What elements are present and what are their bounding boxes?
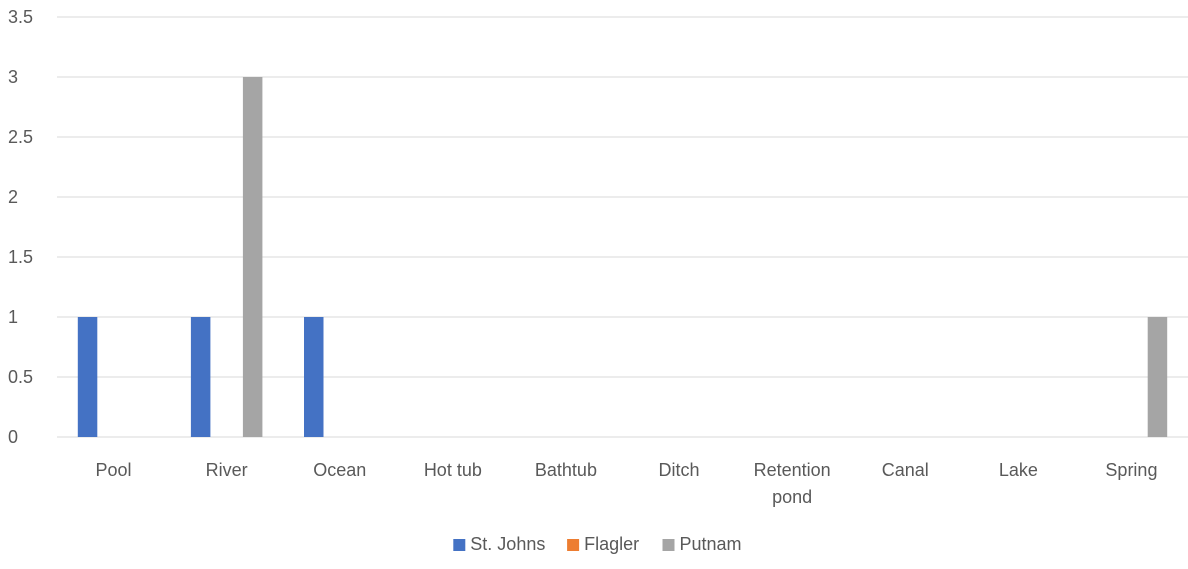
legend-item-putnam: Putnam (662, 534, 742, 554)
x-category-label: Ocean (313, 460, 366, 480)
x-axis-category-labels: Pool River Ocean Hot tub Bathtub Ditch Retenti… (96, 460, 1158, 507)
bar-putnam-river (242, 77, 263, 437)
y-axis-tick-labels: 0 0.5 1 1.5 2 2.5 3 3.5 (8, 7, 33, 447)
x-category-label: Spring (1105, 460, 1157, 480)
legend: St. Johns Flagler Putnam (453, 534, 742, 554)
x-category-label: Pool (96, 460, 132, 480)
x-category-label: River (206, 460, 248, 480)
x-category-label: Canal (882, 460, 929, 480)
legend-swatch (567, 539, 580, 551)
y-tick-label: 1.5 (8, 247, 33, 267)
legend-label: Flagler (584, 534, 639, 554)
bar-putnam-spring (1147, 317, 1168, 437)
y-tick-label: 2 (8, 187, 18, 207)
y-tick-label: 0.5 (8, 367, 33, 387)
x-category-label: Ditch (659, 460, 700, 480)
y-tick-label: 3 (8, 67, 18, 87)
legend-item-flagler: Flagler (567, 534, 639, 554)
legend-label: Putnam (680, 534, 742, 554)
x-category-label: Lake (999, 460, 1038, 480)
legend-label: St. Johns (470, 534, 545, 554)
y-tick-label: 3.5 (8, 7, 33, 27)
x-category-label: Retention pond (754, 460, 831, 507)
y-tick-label: 1 (8, 307, 18, 327)
legend-item-st-johns: St. Johns (453, 534, 545, 554)
legend-swatch (453, 539, 466, 551)
gridlines (57, 16, 1188, 438)
x-category-label: Hot tub (424, 460, 482, 480)
y-tick-label: 0 (8, 427, 18, 447)
bar-st-johns-river (190, 317, 211, 437)
legend-swatch (662, 539, 675, 551)
x-category-label: Bathtub (535, 460, 597, 480)
y-tick-label: 2.5 (8, 127, 33, 147)
bars (77, 77, 1168, 437)
bar-st-johns-ocean (304, 317, 324, 437)
bar-st-johns-pool (77, 317, 98, 437)
